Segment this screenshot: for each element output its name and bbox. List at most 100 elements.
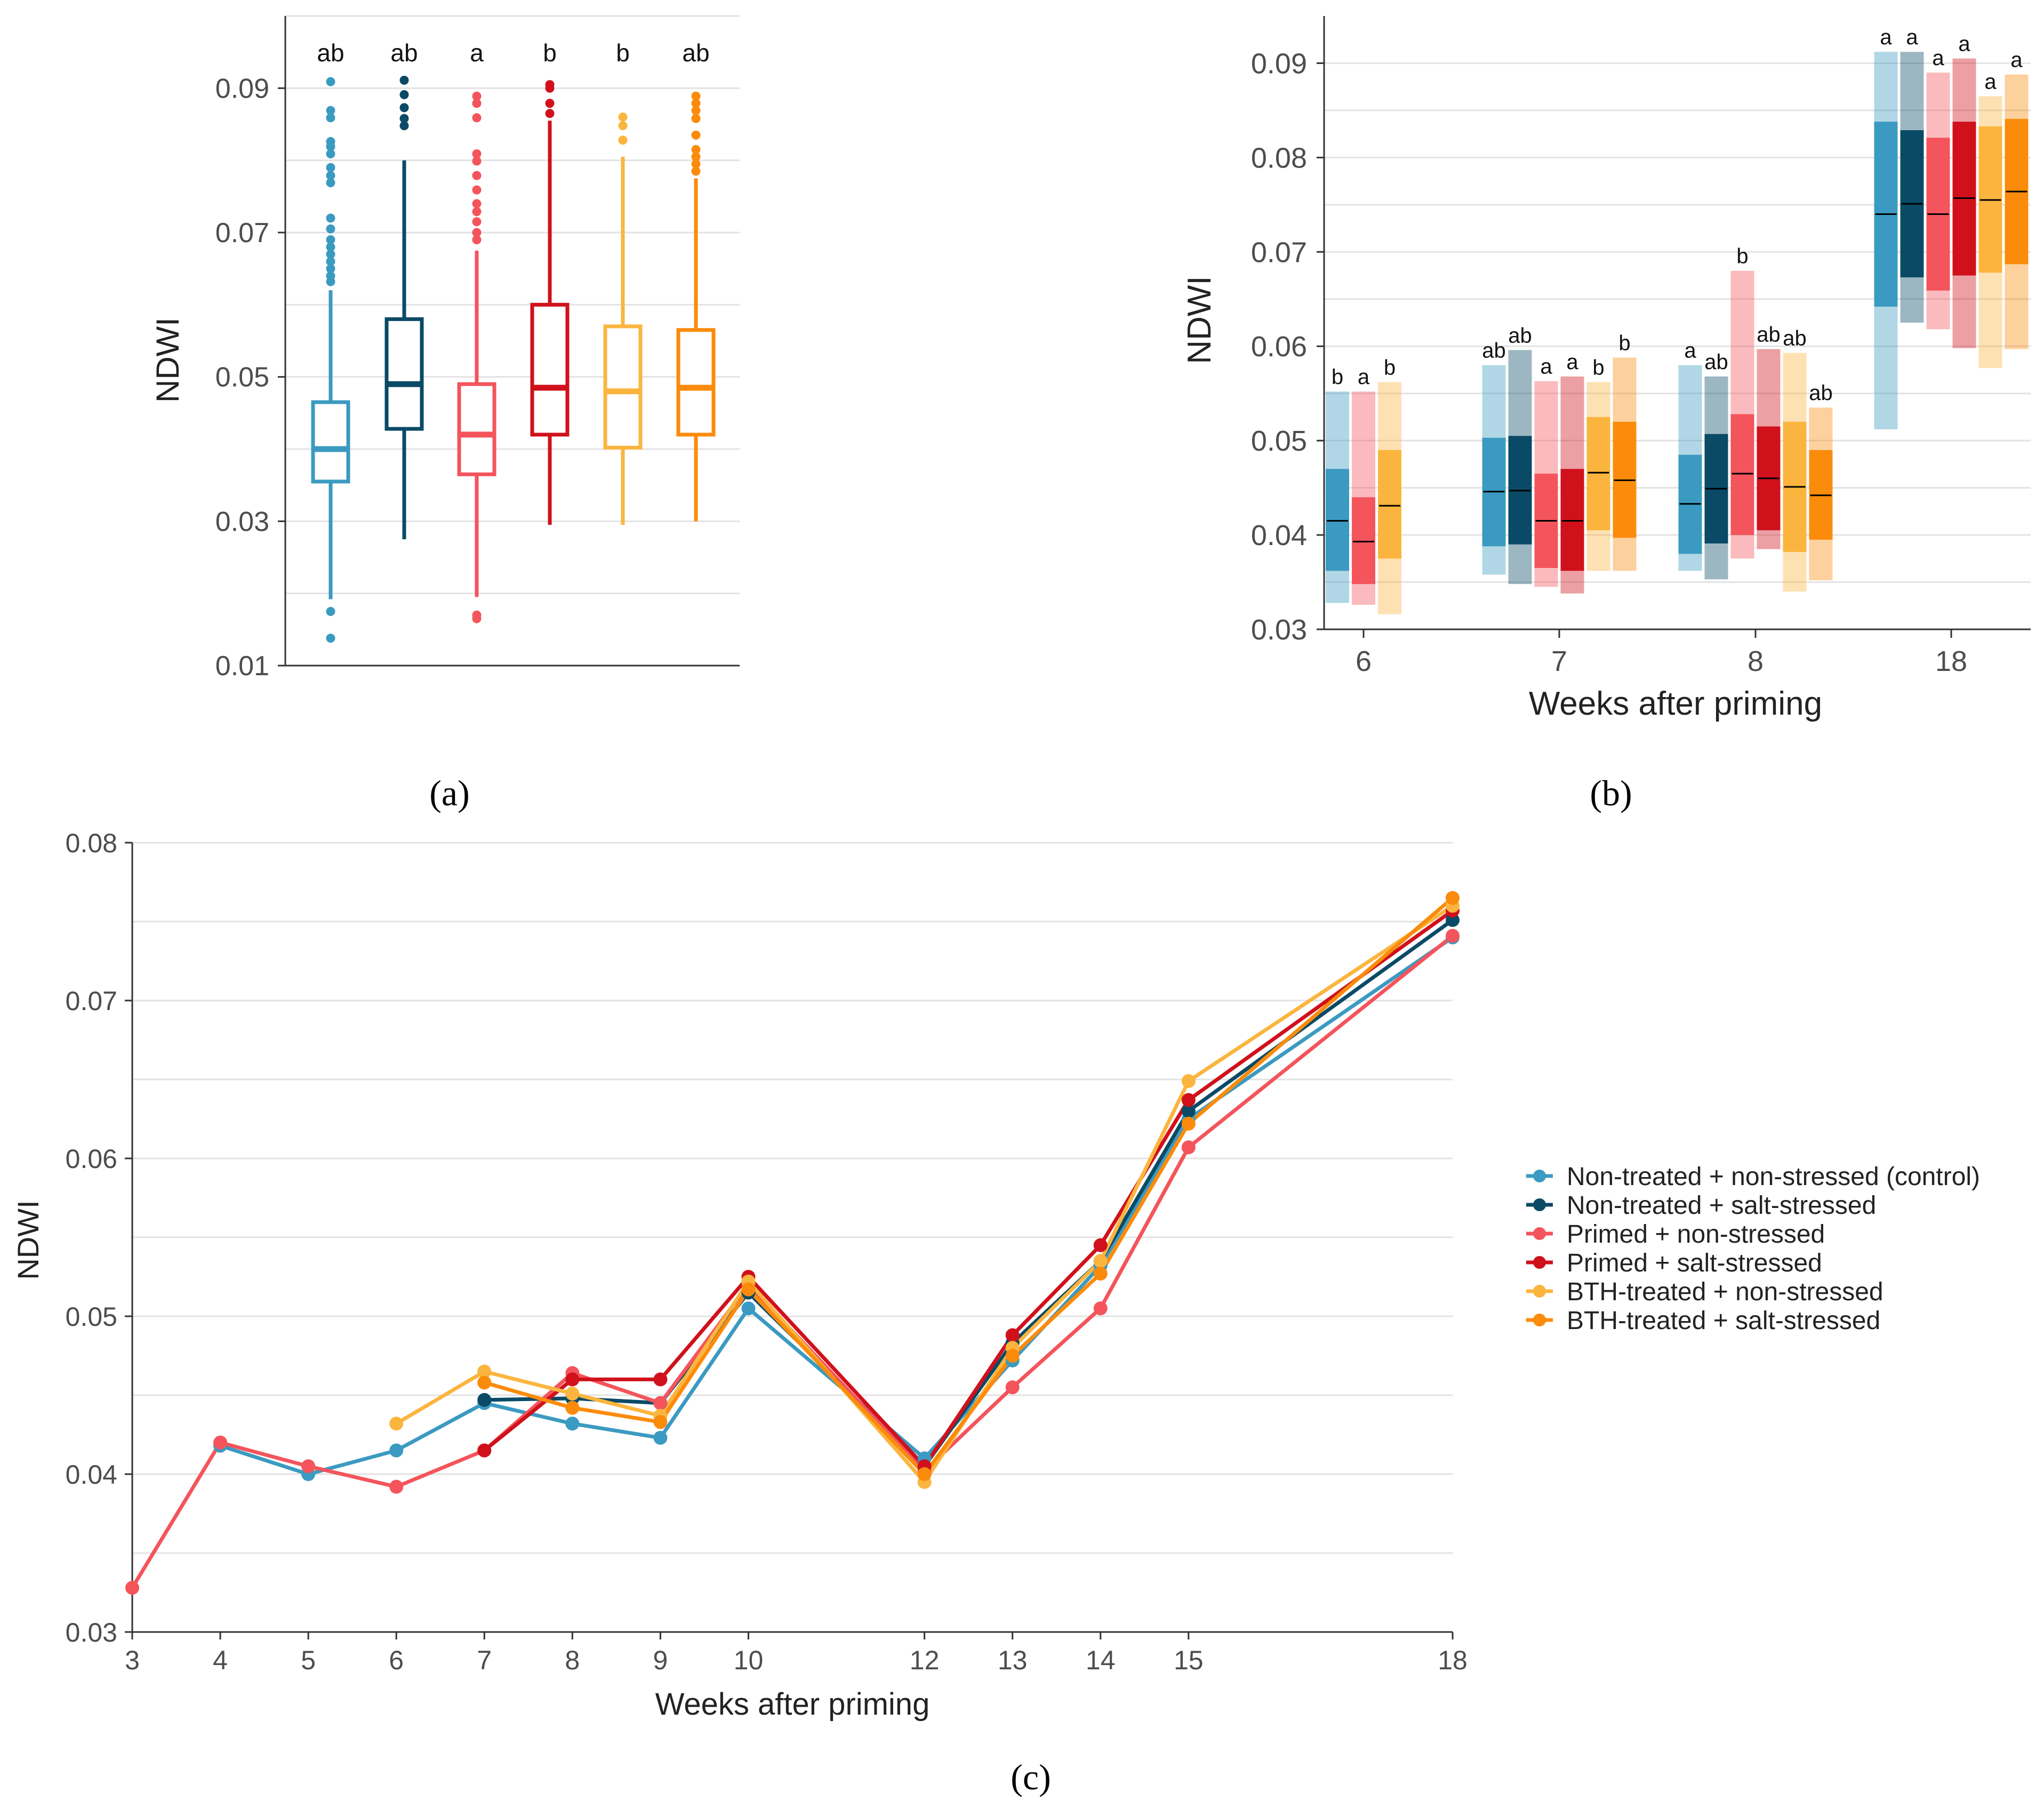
panel-a-significance-letter: b [616, 39, 630, 67]
panel-a-outlier-point [691, 166, 701, 176]
panel-a-outlier-point [399, 114, 409, 123]
panel-a-outlier-point [618, 112, 628, 122]
panel-a-outlier-point [691, 91, 701, 101]
panel-c-data-point [1446, 891, 1460, 905]
panel-c-data-point [1181, 1104, 1196, 1118]
panel-c-legend-label: Primed + non-stressed [1567, 1220, 1825, 1249]
panel-b-significance-letter: a [1880, 26, 1892, 49]
panel-a-outlier-point [399, 103, 409, 113]
panel-c-data-point [1093, 1301, 1108, 1316]
panel-c-data-point [1181, 1074, 1196, 1088]
panel-c-x-tick-label: 7 [477, 1645, 492, 1675]
panel-c-legend: Non-treated + non-stressed (control)Non-… [1526, 1163, 1980, 1335]
panel-b-significance-letter: ab [1809, 381, 1833, 405]
panel-b-x-tick-label: 18 [1935, 645, 1967, 677]
panel-b-y-tick-label: 0.05 [1251, 425, 1307, 457]
panel-b-significance-letter: a [1540, 355, 1552, 379]
panel-a-outlier-point [472, 185, 482, 195]
panel-a-outlier-point [326, 178, 335, 188]
panel-a-outlier-point [326, 235, 335, 245]
panel-b-range-bar-inner [1326, 469, 1349, 571]
panel-a-outlier-point [326, 149, 335, 158]
panel-a-outlier-point [399, 121, 409, 131]
panel-a-outlier-point [326, 106, 335, 115]
panel-c-x-tick-label: 14 [1086, 1645, 1116, 1675]
panel-b-range-bar-inner [1378, 450, 1401, 559]
panel-a-outlier-point [691, 114, 701, 123]
panel-a-outlier-point [472, 207, 482, 217]
panel-a-label: (a) [429, 773, 469, 813]
panel-b-significance-letter: a [1984, 70, 1997, 93]
panel-a-y-tick-label: 0.09 [215, 73, 269, 104]
panel-a-significance-letter: a [470, 39, 484, 67]
panel-a-significance-letter: ab [317, 39, 344, 67]
panel-c-x-tick-label: 3 [125, 1645, 140, 1675]
panel-b-y-tick-label: 0.09 [1251, 47, 1307, 79]
panel-a-outlier-point [326, 171, 335, 180]
panel-a-box [384, 317, 424, 431]
panel-a-significance-letter: ab [682, 39, 709, 67]
panel-a-outlier-point [691, 145, 701, 154]
panel-a-outlier-point [472, 113, 482, 123]
panel-c-data-point [477, 1393, 492, 1407]
panel-a-box [603, 324, 643, 450]
panel-c-legend-swatch-dot [1533, 1314, 1546, 1326]
panel-a-box [530, 302, 570, 437]
panel-c-data-point [1005, 1328, 1020, 1342]
panel-a-outlier-point [691, 130, 701, 140]
panel-b-significance-letter: ab [1508, 324, 1532, 347]
panel-b-y-tick-label: 0.06 [1251, 331, 1307, 363]
panel-b-significance-letter: ab [1757, 323, 1781, 347]
panel-b-label: (b) [1590, 773, 1632, 813]
panel-c-y-tick-label: 0.05 [66, 1302, 117, 1332]
panel-a-outlier-point [472, 91, 482, 101]
panel-a-significance-letter: b [543, 39, 557, 67]
panel-b-significance-letter: a [1358, 365, 1370, 389]
panel-c-x-tick-label: 15 [1174, 1645, 1204, 1675]
panel-c-legend-swatch-dot [1533, 1227, 1546, 1240]
panel-a-outlier-point [472, 171, 482, 180]
panel-c-x-tick-label: 4 [213, 1645, 228, 1675]
panel-b-significance-letter: b [1736, 245, 1748, 268]
panel-a-outlier-point [618, 135, 628, 145]
panel-a-outlier-point [326, 264, 335, 274]
panel-a-outlier-point [691, 106, 701, 115]
panel-a-outlier-point [472, 217, 482, 227]
panel-c-data-point [1446, 929, 1460, 943]
panel-c-data-point [653, 1372, 668, 1387]
panel-c-y-tick-label: 0.07 [66, 986, 117, 1016]
panel-c-data-point [477, 1443, 492, 1458]
panel-c-y-tick-label: 0.06 [66, 1144, 117, 1174]
panel-a-outlier-point [399, 75, 409, 85]
panel-c-data-point [653, 1396, 668, 1410]
panel-b-x-axis-label: Weeks after priming [1529, 685, 1822, 722]
panel-c-label: (c) [1011, 1757, 1051, 1797]
panel-c-x-axis-label: Weeks after priming [655, 1687, 930, 1722]
panel-c-y-tick-label: 0.08 [66, 828, 117, 858]
panel-a-outlier-point [326, 634, 335, 643]
panel-b-significance-letter: ab [1482, 339, 1506, 363]
panel-c-x-tick-label: 10 [734, 1645, 764, 1675]
panel-c-legend-swatch-dot [1533, 1256, 1546, 1269]
panel-c-data-point [1005, 1380, 1020, 1395]
panel-b-x-tick-label: 6 [1356, 645, 1372, 677]
panel-a-outlier-point [472, 149, 482, 158]
panel-b-significance-letter: b [1618, 331, 1630, 355]
panel-b-significance-letter: a [1932, 46, 1944, 70]
panel-b-significance-letter: a [2010, 49, 2023, 72]
panel-b-significance-letter: b [1592, 356, 1604, 379]
panel-b-range-bar-inner [1560, 469, 1584, 571]
panel-b-y-tick-label: 0.03 [1251, 614, 1307, 646]
panel-c-x-tick-label: 18 [1438, 1645, 1468, 1675]
panel-b-range-bar-inner [1586, 417, 1610, 531]
panel-c-y-tick-label: 0.04 [66, 1460, 117, 1490]
panel-c-data-point [1093, 1267, 1108, 1281]
panel-c-data-point [653, 1430, 668, 1445]
panel-a-outlier-point [326, 607, 335, 616]
panel-c-y-axis-label: NDWI [11, 1200, 45, 1279]
panel-c-legend-swatch-dot [1533, 1170, 1546, 1182]
panel-a-outlier-point [472, 235, 482, 245]
panel-b-significance-letter: a [1566, 350, 1578, 374]
